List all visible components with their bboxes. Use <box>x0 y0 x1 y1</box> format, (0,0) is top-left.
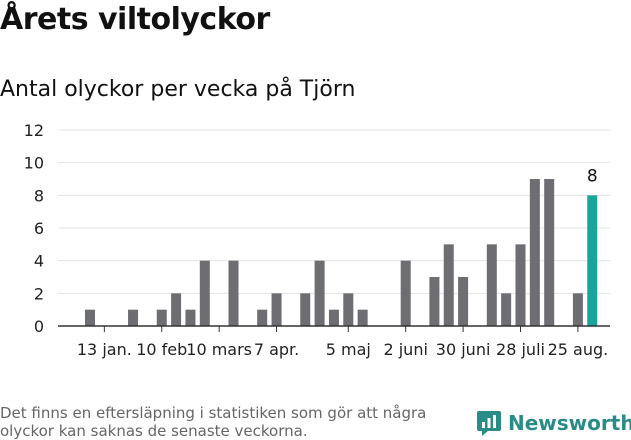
bar <box>328 309 339 326</box>
footnote: Det finns en eftersläpning i statistiken… <box>0 404 427 440</box>
bar <box>343 293 354 326</box>
y-tick-label: 6 <box>34 219 44 238</box>
newsworthy-logo-icon <box>477 411 501 436</box>
x-tick-label: 25 aug. <box>548 340 609 359</box>
bar <box>300 293 311 326</box>
bar <box>529 179 540 326</box>
bar <box>171 293 182 326</box>
y-tick-label: 12 <box>24 121 44 140</box>
y-tick-label: 0 <box>34 317 44 336</box>
bars: 8 <box>85 166 598 326</box>
bar <box>257 309 268 326</box>
bar <box>199 260 210 326</box>
brand-name: Newsworthy <box>508 411 631 435</box>
x-tick-label: 30 juni <box>436 340 491 359</box>
bar <box>85 309 95 326</box>
x-tick-label: 10 mars <box>186 340 252 359</box>
y-tick-label: 8 <box>34 186 44 205</box>
y-tick-label: 4 <box>34 252 44 271</box>
chart-title: Årets viltolyckor <box>0 2 270 37</box>
bar <box>544 179 555 326</box>
bar <box>271 293 282 326</box>
bar <box>185 309 196 326</box>
x-tick-label: 2 juni <box>383 340 427 359</box>
y-tick-label: 10 <box>24 154 44 173</box>
x-tick-label: 28 juli <box>496 340 545 359</box>
x-tick-label: 13 jan. <box>77 340 132 359</box>
bar <box>357 309 368 326</box>
highlight-bar-label: 8 <box>587 166 598 186</box>
x-tick-label: 10 feb <box>136 340 187 359</box>
bar <box>515 244 526 326</box>
bar <box>156 309 167 326</box>
bar <box>486 244 497 326</box>
bar <box>443 244 454 326</box>
brand-logo: Newsworthy <box>476 408 631 438</box>
highlight-bar <box>587 195 598 326</box>
chart-subtitle: Antal olyckor per vecka på Tjörn <box>0 77 356 102</box>
bar <box>458 277 469 326</box>
x-tick-label: 5 maj <box>326 340 371 359</box>
bar <box>128 309 139 326</box>
gridlines <box>58 129 610 294</box>
bar <box>572 293 583 326</box>
bar <box>501 293 512 326</box>
bar <box>228 260 239 326</box>
bar <box>400 260 411 326</box>
y-axis-labels: 0 2 4 6 8 10 12 <box>24 121 44 336</box>
bar <box>314 260 325 326</box>
bar <box>429 277 440 326</box>
x-tick-label: 7 apr. <box>254 340 299 359</box>
y-tick-label: 2 <box>34 284 44 303</box>
